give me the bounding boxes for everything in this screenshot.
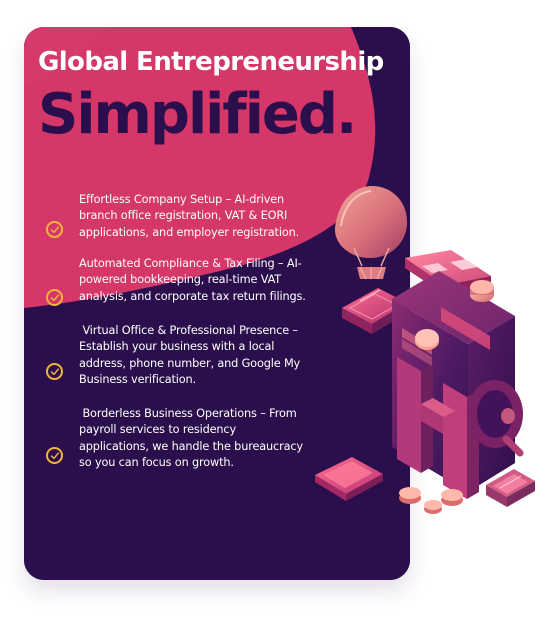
coin-stack-icon bbox=[470, 280, 494, 302]
cash-stack-icon bbox=[486, 469, 535, 507]
device-panel-icon bbox=[405, 250, 491, 295]
building-roof bbox=[392, 271, 515, 344]
feature-item: Borderless Business Operations – From pa… bbox=[46, 406, 347, 471]
check-circle-icon bbox=[46, 363, 63, 380]
building-icon bbox=[392, 299, 524, 499]
feature-text: Borderless Business Operations – From pa… bbox=[79, 407, 303, 469]
promo-card: Global Entrepreneurship Simplified. Effo… bbox=[24, 27, 410, 580]
headline-secondary: Simplified. bbox=[38, 82, 357, 147]
coin-icon bbox=[415, 329, 439, 350]
feature-item: Automated Compliance & Tax Filing – AI- … bbox=[46, 256, 347, 306]
headline-group: Global Entrepreneurship Simplified. bbox=[38, 49, 398, 143]
headline-primary: Global Entrepreneurship bbox=[38, 47, 384, 77]
feature-item: Virtual Office & Professional Presence –… bbox=[46, 323, 347, 388]
feature-text: Automated Compliance & Tax Filing – AI- … bbox=[79, 257, 306, 303]
check-circle-icon bbox=[46, 289, 63, 306]
check-circle-icon bbox=[46, 447, 63, 464]
check-circle-icon bbox=[46, 221, 63, 238]
feature-text: Virtual Office & Professional Presence –… bbox=[79, 324, 301, 386]
feature-item: Effortless Company Setup – AI-driven bra… bbox=[46, 192, 347, 241]
feature-text: Effortless Company Setup – AI-driven bra… bbox=[79, 193, 300, 239]
